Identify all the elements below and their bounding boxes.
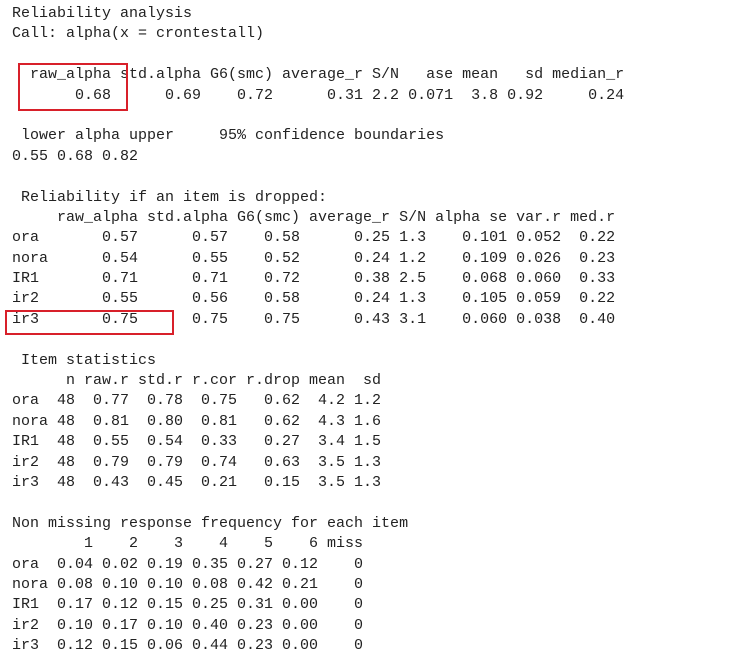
item-stats-row: IR1 48 0.55 0.54 0.33 0.27 3.4 1.5	[12, 433, 382, 451]
frequency-row: ir3 0.12 0.15 0.06 0.44 0.23 0.00 0	[12, 637, 364, 655]
dropped-row: ir3 0.75 0.75 0.75 0.43 3.1 0.060 0.038 …	[12, 310, 616, 328]
item-stats-header: n raw.r std.r r.cor r.drop mean sd	[12, 372, 382, 390]
output-title: Reliability analysis	[12, 5, 193, 22]
function-call: Call: alpha(x = crontestall)	[12, 25, 265, 43]
summary-header: raw_alpha std.alpha G6(smc) average_r S/…	[12, 66, 625, 84]
frequency-title: Non missing response frequency for each …	[12, 514, 409, 532]
dropped-row: IR1 0.71 0.71 0.72 0.38 2.5 0.068 0.060 …	[12, 270, 616, 288]
frequency-row: nora 0.08 0.10 0.10 0.08 0.42 0.21 0	[12, 575, 364, 593]
frequency-row: ora 0.04 0.02 0.19 0.35 0.27 0.12 0	[12, 555, 364, 573]
frequency-header: 1 2 3 4 5 6 miss	[12, 535, 364, 553]
item-stats-row: ir3 48 0.43 0.45 0.21 0.15 3.5 1.3	[12, 473, 382, 491]
blank-line	[12, 45, 624, 65]
blank-line	[12, 106, 624, 126]
item-stats-title: Item statistics	[12, 351, 157, 369]
blank-line	[12, 330, 624, 350]
blank-line	[12, 167, 624, 187]
frequency-row: ir2 0.10 0.17 0.10 0.40 0.23 0.00 0	[12, 616, 364, 634]
dropped-row: ora 0.57 0.57 0.58 0.25 1.3 0.101 0.052 …	[12, 229, 616, 247]
dropped-header: raw_alpha std.alpha G6(smc) average_r S/…	[12, 208, 616, 226]
dropped-row: nora 0.54 0.55 0.52 0.24 1.2 0.109 0.026…	[12, 249, 616, 267]
summary-values: 0.68 0.69 0.72 0.31 2.2 0.071 3.8 0.92 0…	[12, 86, 625, 104]
blank-line	[12, 493, 624, 513]
frequency-row: IR1 0.17 0.12 0.15 0.25 0.31 0.00 0	[12, 596, 364, 614]
dropped-row: ir2 0.55 0.56 0.58 0.24 1.3 0.105 0.059 …	[12, 290, 616, 308]
confidence-values: 0.55 0.68 0.82	[12, 147, 139, 165]
item-stats-row: ora 48 0.77 0.78 0.75 0.62 4.2 1.2	[12, 392, 382, 410]
r-console-output: Reliability analysis Call: alpha(x = cron…	[12, 4, 624, 657]
item-stats-row: ir2 48 0.79 0.79 0.74 0.63 3.5 1.3	[12, 453, 382, 471]
item-stats-row: nora 48 0.81 0.80 0.81 0.62 4.3 1.6	[12, 412, 382, 430]
dropped-title: Reliability if an item is dropped:	[12, 188, 328, 206]
confidence-header: lower alpha upper 95% confidence boundar…	[12, 127, 445, 145]
